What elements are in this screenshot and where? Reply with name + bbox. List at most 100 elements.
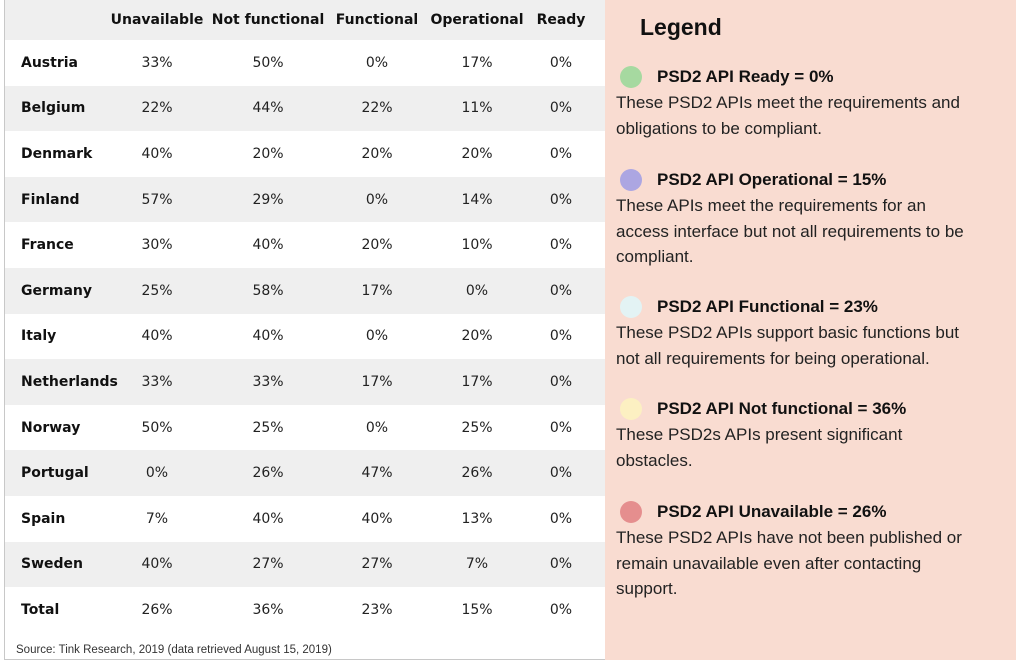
table-cell: 0% — [365, 191, 389, 208]
table-cell: 23% — [361, 601, 393, 618]
table-cell: 33% — [252, 373, 284, 390]
legend-description: not all requirements for being operation… — [616, 348, 930, 368]
legend-description: These PSD2 APIs support basic functions … — [616, 323, 960, 342]
table-cell: 17% — [361, 282, 393, 299]
table-cell: 0% — [549, 237, 573, 254]
table-row: Total 26% 36% 23% 15% 0% — [5, 587, 605, 633]
table-cell: 33% — [141, 373, 173, 390]
country-name: Belgium — [21, 100, 86, 117]
legend-description: support. — [616, 579, 678, 598]
table-cell: 0% — [549, 419, 573, 436]
table-row: France 30% 40% 20% 10% 0% — [5, 222, 605, 268]
table-cell: 0% — [465, 282, 489, 299]
table-row: Sweden 40% 27% 27% 7% 0% — [5, 541, 605, 588]
table-cell: 25% — [461, 419, 493, 436]
country-name: Norway — [21, 419, 81, 436]
legend-description: access interface but not all requirement… — [616, 221, 964, 241]
table-cell: 20% — [252, 145, 284, 162]
table-cell: 0% — [549, 465, 573, 482]
table-cell: 57% — [141, 191, 173, 208]
table-cell: 25% — [141, 282, 173, 299]
legend-title: Legend — [640, 14, 722, 40]
table-cell: 0% — [365, 328, 389, 345]
table-cell: 27% — [252, 556, 284, 573]
legend-panel: Legend PSD2 API Ready = 0% These PSD2 API… — [605, 0, 1016, 660]
table-cell: 40% — [252, 237, 284, 254]
table-cell: 17% — [461, 373, 493, 390]
color-dot-icon — [620, 398, 642, 420]
table-cell: 0% — [145, 465, 169, 482]
table-cell: 40% — [141, 145, 173, 162]
column-header: Not functional — [211, 12, 325, 28]
table-cell: 40% — [361, 510, 393, 527]
legend-description: These APIs meet the requirements for an — [616, 196, 926, 215]
legend-description: obligations to be compliant. — [616, 118, 823, 138]
legend-heading: PSD2 API Not functional = 36% — [657, 399, 907, 418]
table-cell: 14% — [461, 191, 493, 208]
country-name: Netherlands — [21, 373, 118, 390]
table-cell: 50% — [141, 419, 173, 436]
table-row: Portugal 0% 26% 47% 26% 0% — [5, 450, 605, 496]
table-cell: 27% — [361, 556, 393, 573]
table-row: Finland 57% 29% 0% 14% 0% — [5, 176, 605, 223]
legend-description: obstacles. — [616, 450, 693, 470]
table-cell: 0% — [549, 191, 573, 208]
table-row: Belgium 22% 44% 22% 11% 0% — [5, 85, 605, 132]
country-name: Sweden — [21, 556, 83, 573]
table-row: Norway 50% 25% 0% 25% 0% — [5, 405, 605, 451]
column-header: Operational — [430, 12, 524, 28]
country-name: Denmark — [21, 145, 93, 162]
table-cell: 26% — [461, 465, 493, 482]
table-cell: 7% — [145, 510, 169, 527]
table-cell: 20% — [361, 237, 393, 254]
table-cell: 7% — [465, 556, 489, 573]
table-cell: 25% — [252, 419, 284, 436]
legend-description: remain unavailable even after contacting — [616, 553, 922, 573]
country-name: Spain — [21, 510, 66, 527]
table-cell: 44% — [252, 100, 284, 117]
table-cell: 26% — [252, 465, 284, 482]
table-row: Austria 33% 50% 0% 17% 0% — [5, 40, 605, 86]
table-row: Netherlands 33% 33% 17% 17% 0% — [5, 359, 605, 405]
table-cell: 10% — [461, 237, 493, 254]
table-cell: 40% — [141, 328, 173, 345]
legend-description: These PSD2s APIs present significant — [616, 425, 903, 444]
table-cell: 29% — [252, 191, 284, 208]
country-name: France — [21, 237, 74, 254]
column-header: Functional — [335, 12, 419, 28]
country-name: Italy — [21, 328, 57, 345]
table-cell: 20% — [461, 145, 493, 162]
table-cell: 36% — [252, 601, 284, 618]
table-cell: 20% — [461, 328, 493, 345]
table-cell: 17% — [461, 54, 493, 71]
table-cell: 0% — [549, 54, 573, 71]
table-cell: 11% — [461, 100, 493, 117]
country-name: Portugal — [21, 465, 89, 482]
table-header: Unavailable Not functional Functional Opera… — [5, 0, 605, 40]
color-dot-icon — [620, 296, 642, 318]
table-cell: 40% — [252, 328, 284, 345]
table-cell: 15% — [461, 601, 493, 618]
table-cell: 58% — [252, 282, 284, 299]
table-cell: 0% — [365, 54, 389, 71]
country-name: Germany — [21, 282, 93, 299]
table-row: Denmark 40% 20% 20% 20% 0% — [5, 131, 605, 177]
column-header: Unavailable — [110, 12, 204, 28]
table-row: Italy 40% 40% 0% 20% 0% — [5, 314, 605, 360]
color-dot-icon — [620, 501, 642, 523]
legend-description: compliant. — [616, 247, 694, 266]
legend-heading: PSD2 API Ready = 0% — [657, 67, 834, 86]
table-cell: 30% — [141, 237, 173, 254]
table-cell: 20% — [361, 145, 393, 162]
country-name: Finland — [21, 191, 80, 208]
table-cell: 0% — [549, 373, 573, 390]
legend-heading: PSD2 API Operational = 15% — [657, 170, 887, 189]
table-cell: 0% — [549, 100, 573, 117]
country-name: Austria — [21, 54, 78, 71]
legend-heading: PSD2 API Functional = 23% — [657, 297, 878, 316]
legend-description: These PSD2 APIs have not been published … — [616, 528, 962, 547]
table-cell: 50% — [252, 54, 284, 71]
color-dot-icon — [620, 169, 642, 191]
column-header: Ready — [536, 12, 586, 28]
legend-heading: PSD2 API Unavailable = 26% — [657, 502, 887, 521]
